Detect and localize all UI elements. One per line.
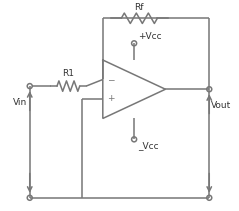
Text: _Vcc: _Vcc (138, 141, 159, 150)
Text: −: − (107, 75, 114, 84)
Text: +: + (107, 95, 114, 103)
Text: Vin: Vin (13, 98, 28, 107)
Text: R1: R1 (62, 69, 74, 78)
Text: Rf: Rf (135, 3, 144, 12)
Text: Vout: Vout (211, 101, 232, 110)
Text: +Vcc: +Vcc (138, 32, 162, 41)
